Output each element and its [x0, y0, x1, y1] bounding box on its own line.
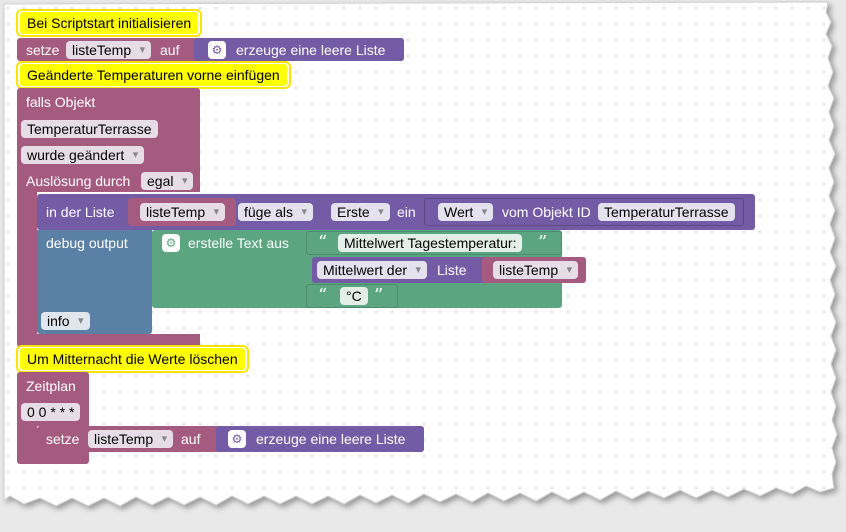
create-text-label: erstelle Text aus — [188, 234, 289, 252]
a-label: ein — [397, 203, 416, 221]
in-list-label: in der Liste — [46, 203, 114, 221]
event-block-spine — [17, 192, 37, 342]
to-label: auf — [181, 430, 200, 448]
mean-dropdown[interactable]: Mittelwert der — [317, 261, 427, 279]
gear-icon[interactable]: ⚙ — [228, 430, 246, 448]
condition-dropdown[interactable]: wurde geändert — [21, 146, 144, 164]
variable-dropdown[interactable]: listeTemp — [88, 430, 173, 448]
insert-mode-dropdown[interactable]: füge als — [238, 203, 313, 221]
close-quote-icon: ” — [538, 234, 547, 252]
cron-field[interactable]: 0 0 * * * — [21, 403, 80, 421]
to-label: auf — [160, 41, 179, 59]
comment-midnight[interactable]: Um Mitternacht die Werte löschen — [20, 348, 245, 370]
object-id-field[interactable]: TemperaturTerrasse — [598, 203, 735, 221]
trigger-by-label: Auslösung durch — [26, 172, 130, 190]
value-field-dropdown[interactable]: Wert — [438, 203, 493, 221]
list-variable-dropdown[interactable]: listeTemp — [140, 203, 225, 221]
object-id-field[interactable]: TemperaturTerrasse — [21, 120, 158, 138]
schedule-label: Zeitplan — [26, 377, 76, 395]
gear-icon[interactable]: ⚙ — [162, 234, 180, 252]
open-quote-icon: “ — [318, 287, 327, 305]
close-quote-icon: ” — [374, 287, 383, 305]
debug-output-label: debug output — [46, 234, 128, 252]
set-keyword-label: setze — [26, 41, 59, 59]
schedule-block-footer — [17, 450, 89, 464]
variable-dropdown[interactable]: listeTemp — [66, 41, 151, 59]
insert-position-dropdown[interactable]: Erste — [331, 203, 390, 221]
text-literal-field[interactable]: °C — [340, 287, 368, 305]
list-variable-dropdown[interactable]: listeTemp — [493, 261, 578, 279]
create-list-label: erzeuge eine leere Liste — [236, 41, 385, 59]
list-label: Liste — [437, 261, 467, 279]
comment-insert[interactable]: Geänderte Temperaturen vorne einfügen — [20, 64, 287, 86]
if-object-label: falls Objekt — [26, 93, 95, 111]
create-list-label: erzeuge eine leere Liste — [256, 430, 405, 448]
comment-init[interactable]: Bei Scriptstart initialisieren — [20, 12, 198, 34]
set-keyword-label: setze — [46, 430, 79, 448]
trigger-by-dropdown[interactable]: egal — [141, 172, 193, 190]
event-block-footer — [17, 334, 200, 347]
of-object-label: vom Objekt ID — [502, 203, 591, 221]
open-quote-icon: “ — [318, 234, 327, 252]
text-literal-field[interactable]: Mittelwert Tagestemperatur: — [338, 234, 522, 252]
log-level-dropdown[interactable]: info — [41, 312, 90, 330]
gear-icon[interactable]: ⚙ — [208, 41, 226, 59]
